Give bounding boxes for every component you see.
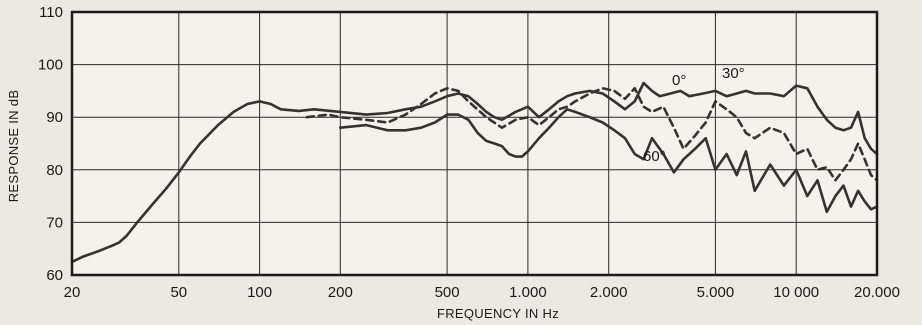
- plot-background: [72, 12, 877, 275]
- x-axis-title: FREQUENCY IN Hz: [437, 306, 559, 321]
- y-tick-labels: 60 70 80 90 100 110: [38, 4, 63, 284]
- y-tick-label: 110: [39, 4, 63, 21]
- y-tick-label: 90: [46, 109, 63, 126]
- series-label-60deg: 60°: [643, 148, 666, 165]
- y-tick-label: 70: [46, 214, 63, 231]
- plot-frame: [70, 10, 879, 277]
- x-tick-label: 20: [64, 284, 81, 301]
- x-tick-label: 200: [328, 284, 353, 301]
- x-tick-label: 5.000: [697, 284, 735, 301]
- x-tick-label: 500: [435, 284, 460, 301]
- series-layer: [70, 81, 879, 264]
- series-line-60deg: [338, 108, 879, 214]
- x-tick-label: 2.000: [590, 284, 628, 301]
- x-tick-labels: 20 50 100 200 500 1.000 2.000 5.000 10 000 20.000: [64, 284, 900, 301]
- series-line-30deg: [305, 87, 879, 182]
- y-tick-label: 80: [46, 162, 63, 179]
- y-axis-title: RESPONSE IN dB: [6, 90, 21, 203]
- x-tick-label: 10 000: [773, 284, 819, 301]
- y-tick-label: 100: [38, 57, 63, 74]
- series-label-30deg: 30°: [722, 65, 745, 82]
- series-label-0deg: 0°: [672, 72, 686, 89]
- x-tick-label: 50: [170, 284, 187, 301]
- x-tick-label: 1.000: [509, 284, 547, 301]
- x-tick-label: 20.000: [854, 284, 900, 301]
- y-tick-label: 60: [46, 267, 63, 284]
- series-line-0deg: [70, 81, 879, 264]
- x-tick-label: 100: [247, 284, 272, 301]
